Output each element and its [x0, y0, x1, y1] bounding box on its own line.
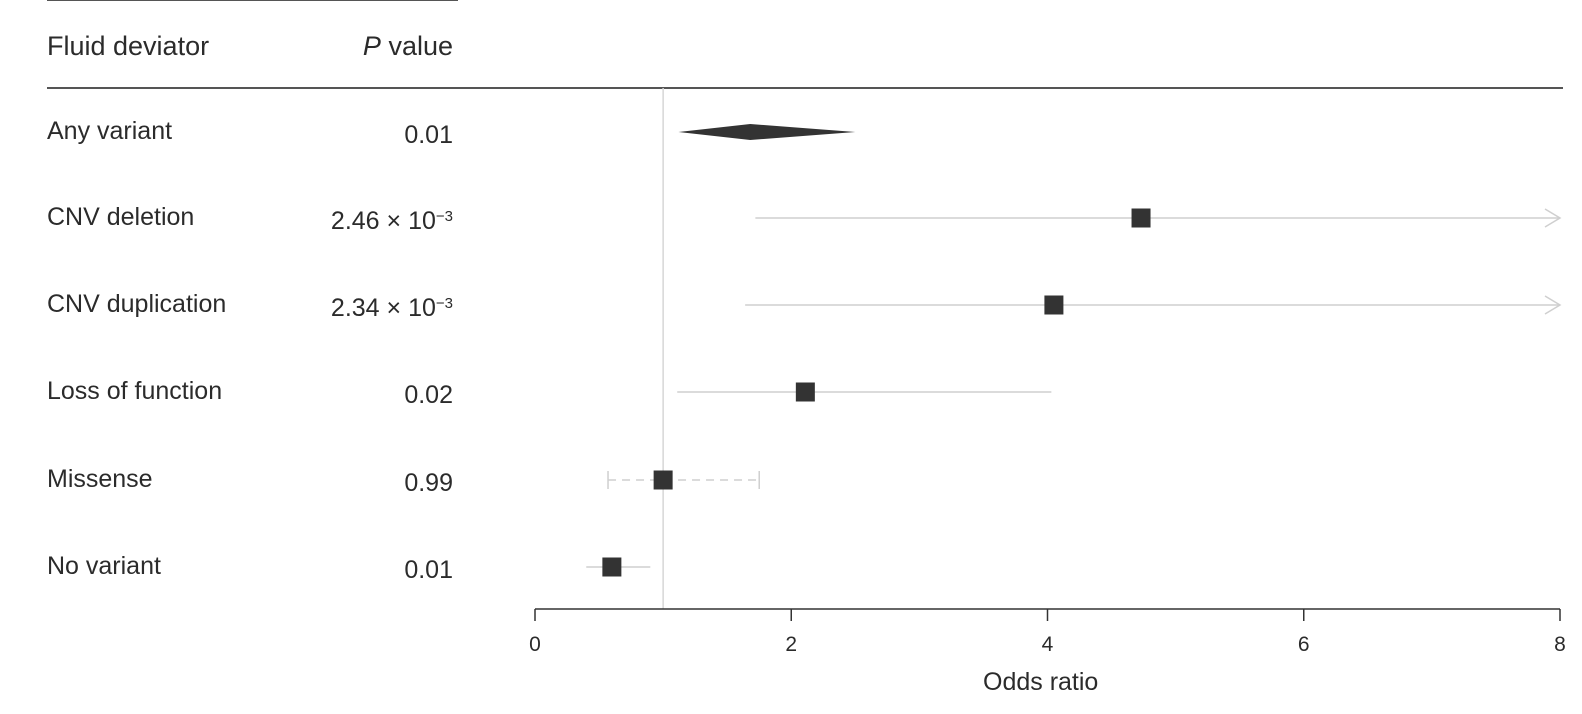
- pooled-diamond: [678, 124, 856, 140]
- row-p-value: 0.99: [404, 466, 453, 500]
- row-label: Missense: [47, 465, 153, 493]
- p-value-base: 0.01: [404, 121, 453, 149]
- row-p-value: 0.01: [404, 553, 453, 587]
- p-value-exponent: −3: [435, 208, 453, 225]
- point-square: [795, 382, 815, 402]
- x-tick-label: 8: [1554, 633, 1566, 656]
- row-p-value: 2.46 × 10−3: [331, 204, 453, 238]
- x-axis-label: Odds ratio: [983, 668, 1099, 696]
- x-tick-label: 6: [1298, 633, 1310, 656]
- row-p-value: 2.34 × 10−3: [331, 291, 453, 325]
- ci-arrow: [1544, 208, 1562, 228]
- row-label: CNV deletion: [47, 203, 195, 231]
- point-square: [602, 557, 622, 577]
- p-value-base: 0.02: [404, 381, 453, 409]
- point-square: [1044, 295, 1064, 315]
- x-tick-label: 0: [529, 633, 541, 656]
- x-tick-label: 2: [785, 633, 797, 656]
- p-value-base: 0.99: [404, 469, 453, 497]
- row-label: Any variant: [47, 117, 173, 145]
- row-label: Loss of function: [47, 377, 223, 405]
- p-header-rest: value: [380, 31, 453, 61]
- row-p-value: 0.01: [404, 118, 453, 152]
- table-top-rule: [47, 0, 458, 1]
- point-square: [1131, 208, 1151, 228]
- p-value-base: 2.46 × 10: [330, 207, 436, 235]
- column-header-label: Fluid deviator: [47, 31, 210, 61]
- row-p-value: 0.02: [404, 378, 453, 412]
- column-header-p-value: P value: [363, 28, 453, 64]
- p-value-base: 2.34 × 10: [330, 294, 436, 322]
- table-header-rule: [47, 87, 1563, 89]
- p-value-base: 0.01: [404, 556, 453, 584]
- row-label: No variant: [47, 552, 161, 580]
- p-value-exponent: −3: [435, 295, 453, 312]
- row-label: CNV duplication: [47, 290, 227, 318]
- point-square: [653, 470, 673, 490]
- p-italic: P: [362, 31, 381, 61]
- ci-arrow: [1544, 295, 1562, 315]
- x-tick-label: 4: [1042, 633, 1054, 656]
